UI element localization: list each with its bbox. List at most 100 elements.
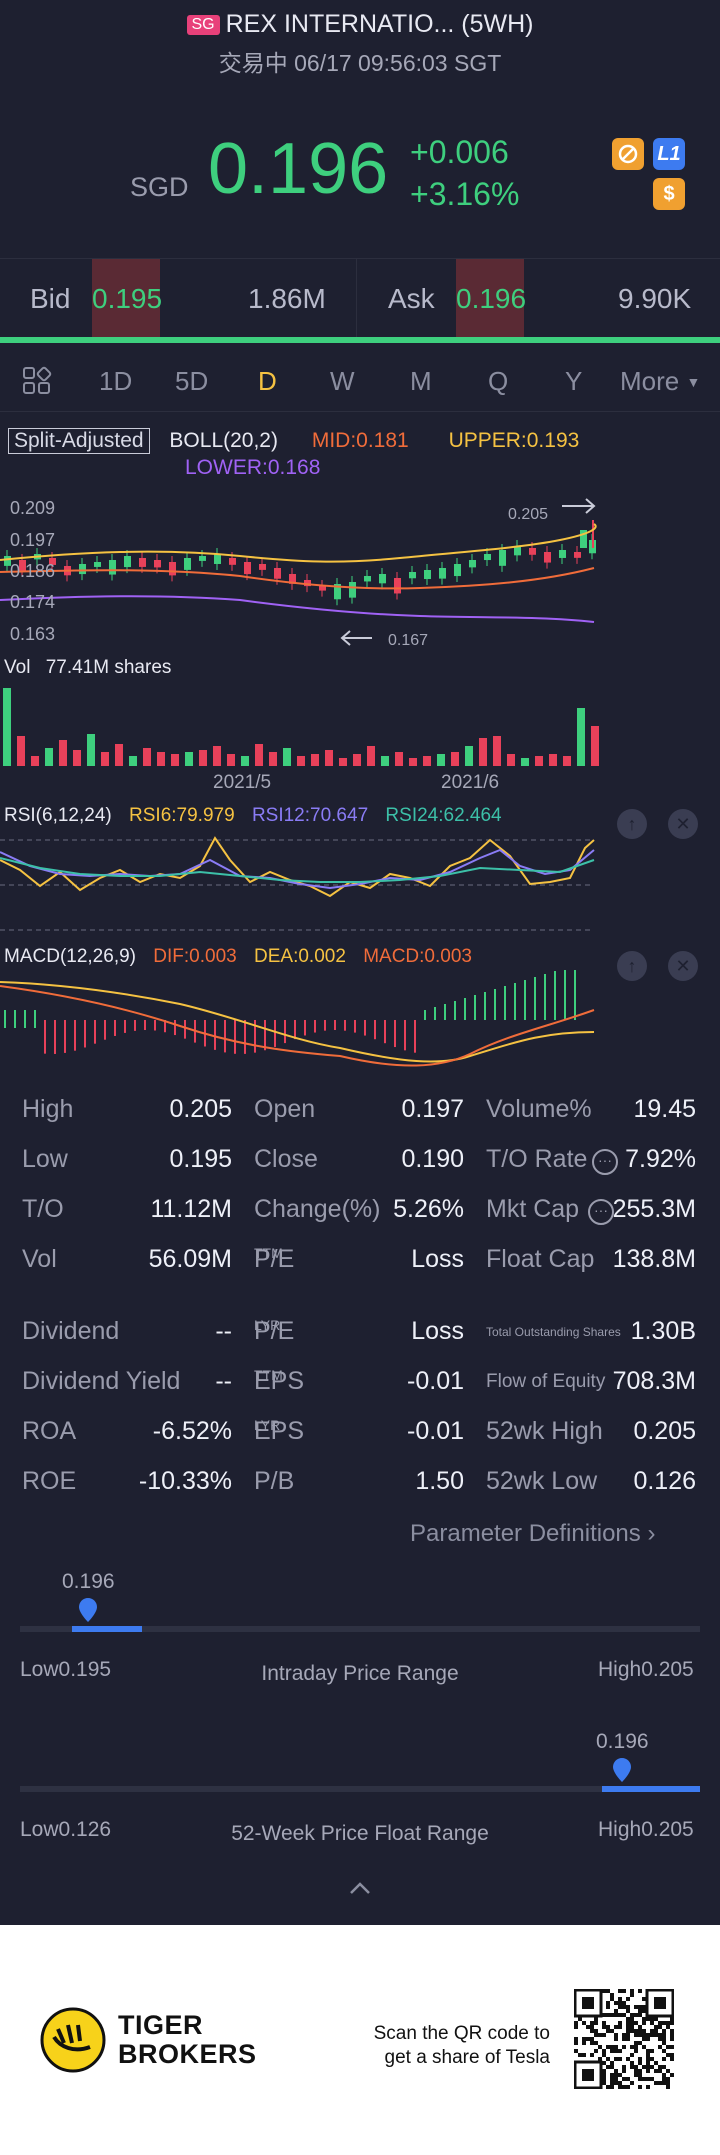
dif-value: DIF:0.003: [153, 946, 237, 967]
macd-bar: [34, 1010, 36, 1028]
macd-bar: [304, 1020, 306, 1036]
last-price: 0.196: [208, 129, 389, 209]
layout-grid-icon[interactable]: [22, 366, 52, 401]
tab-1d[interactable]: 1D: [99, 366, 133, 396]
candle-body: [19, 560, 26, 571]
rsi-label: RSI(6,12,24): [4, 805, 112, 826]
volume-chart[interactable]: [0, 680, 720, 770]
rsi-chart[interactable]: [0, 830, 600, 940]
intraday-range-title: Intraday Price Range: [261, 1662, 459, 1685]
arrow-left-icon: [340, 630, 372, 646]
chevron-up-icon[interactable]: [348, 1880, 372, 1896]
bid-label: Bid: [30, 283, 71, 314]
tab-more[interactable]: More ▼: [620, 366, 700, 397]
tab-d[interactable]: D: [258, 366, 277, 396]
stats-row: ROA -6.52% EPS LYR -0.01 52wk High 0.205: [0, 1417, 720, 1457]
divider: [356, 259, 357, 339]
volume-bar: [45, 748, 53, 766]
info-icon[interactable]: ···: [588, 1199, 614, 1225]
arrow-right-icon: [562, 498, 596, 514]
stat-value: 0.205: [633, 1417, 696, 1445]
macd-bar: [414, 1020, 416, 1053]
stat-value: --: [215, 1367, 232, 1395]
macd-bar: [524, 980, 526, 1020]
volume-bar: [493, 736, 501, 766]
candle-body: [424, 570, 431, 580]
bid-price: 0.195: [92, 259, 162, 339]
volume-bar: [521, 758, 529, 766]
tab-5d[interactable]: 5D: [175, 366, 209, 396]
ttm-superscript: TTM: [254, 1245, 283, 1261]
info-icon[interactable]: ···: [592, 1149, 618, 1175]
brand-name-line1: TIGER: [118, 2010, 204, 2040]
ask-size: 9.90K: [618, 283, 692, 314]
tab-q[interactable]: Q: [488, 366, 509, 396]
candle-body: [94, 562, 101, 567]
candle-body: [334, 584, 341, 600]
intraday-range-fill: [72, 1626, 142, 1632]
level1-icon[interactable]: L1: [653, 138, 685, 170]
stat-label: T/O Rate: [486, 1145, 588, 1173]
pin-to-top-icon[interactable]: ↑: [617, 809, 647, 839]
close-icon[interactable]: ✕: [668, 951, 698, 981]
volume-bar: [283, 748, 291, 766]
volume-bar: [269, 752, 277, 766]
candle-body: [304, 580, 311, 587]
x-tick: 2021/6: [441, 772, 500, 793]
stat-label: P/E: [254, 1245, 295, 1273]
macd-bar: [254, 1020, 256, 1053]
candle-body: [199, 556, 206, 561]
macd-legend: MACD(12,26,9) DIF:0.003 DEA:0.002 MACD:0…: [4, 946, 472, 968]
low-marker-label: 0.167: [388, 632, 429, 649]
candlestick-chart[interactable]: [0, 490, 720, 660]
stat-value: 0.205: [169, 1095, 232, 1123]
macd-bar: [564, 970, 566, 1020]
volume-bar: [479, 738, 487, 766]
macd-bar: [324, 1020, 326, 1031]
no-short-icon[interactable]: [612, 138, 644, 170]
tab-y[interactable]: Y: [565, 366, 583, 396]
macd-label: MACD(12,26,9): [4, 946, 136, 967]
candle-body: [229, 558, 236, 565]
parameter-definitions-label: Parameter Definitions: [410, 1520, 641, 1547]
split-adjusted-toggle[interactable]: Split-Adjusted: [8, 428, 150, 454]
stat-value: 5.26%: [393, 1195, 464, 1223]
candle-body: [244, 562, 251, 575]
macd-chart[interactable]: [0, 970, 600, 1080]
stat-value: -10.33%: [138, 1467, 232, 1495]
macd-bar: [114, 1020, 116, 1036]
candle-body: [484, 554, 491, 561]
tab-w[interactable]: W: [330, 366, 355, 396]
parameter-definitions-link[interactable]: Parameter Definitions ›: [410, 1520, 655, 1548]
tab-m[interactable]: M: [410, 366, 432, 396]
dollar-icon[interactable]: $: [653, 178, 685, 210]
macd-bar: [134, 1020, 136, 1031]
macd-bar: [364, 1020, 366, 1036]
candle-body: [214, 554, 221, 564]
macd-bar: [424, 1010, 426, 1020]
pin-to-top-icon[interactable]: ↑: [617, 951, 647, 981]
qr-code: [574, 1989, 674, 2089]
volume-bar: [339, 758, 347, 766]
candle-body: [4, 556, 11, 566]
week52-current-label: 0.196: [596, 1730, 649, 1753]
stat-label: Volume%: [486, 1095, 592, 1123]
stat-label: ROE: [22, 1467, 77, 1495]
macd-bar: [544, 974, 546, 1020]
candle-body: [514, 546, 521, 556]
y-tick: 0.163: [10, 624, 56, 644]
stat-label: T/O: [22, 1195, 64, 1223]
stat-label: Dividend Yield: [22, 1367, 181, 1395]
macd-bar: [74, 1020, 76, 1051]
intraday-range-track: [20, 1626, 700, 1632]
promo-footer: TIGER BROKERS Scan the QR code to get a …: [0, 1925, 720, 2155]
stat-value: -6.52%: [152, 1417, 232, 1445]
candle-body: [454, 564, 461, 577]
volume-bar: [31, 756, 39, 766]
candle-body: [169, 562, 176, 576]
macd-value: MACD:0.003: [363, 946, 472, 967]
stat-label: Low: [22, 1145, 68, 1173]
close-icon[interactable]: ✕: [668, 809, 698, 839]
macd-bar: [4, 1010, 6, 1028]
currency-label: SGD: [130, 172, 189, 202]
